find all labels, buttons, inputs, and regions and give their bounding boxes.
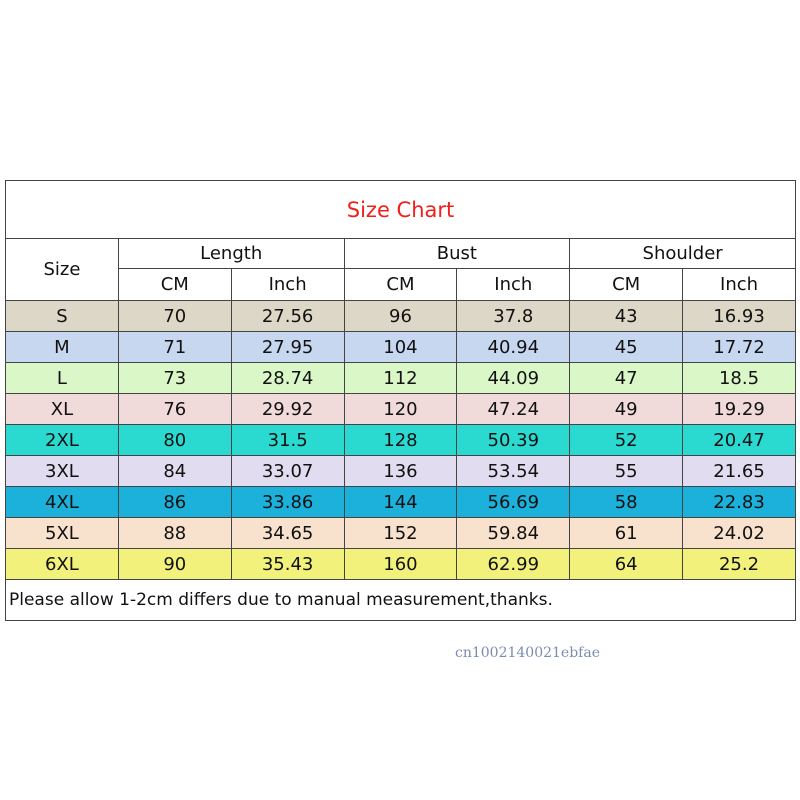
measurement: 28.74 [230,362,345,394]
measurement: 33.07 [230,455,345,487]
measurement: 31.5 [230,424,345,456]
measurement: 80 [117,424,232,456]
size-row: XL 76 29.92 120 47.24 49 19.29 [5,393,796,425]
size-row: M 71 27.95 104 40.94 45 17.72 [5,331,796,363]
measurement: 86 [117,486,232,518]
measurement: 90 [117,548,232,580]
measurement: 37.8 [456,300,571,332]
note-row: Please allow 1-2cm differs due to manual… [5,579,796,621]
measurement: 17.72 [682,331,796,363]
unit-header: CM [117,268,232,301]
table-body: Size Chart Size Length Bust Shoulder CM Inch C… [5,180,796,621]
measurement: 19.29 [682,393,796,425]
measurement: 71 [117,331,232,363]
size-label: 5XL [5,517,119,549]
measurement: 24.02 [682,517,796,549]
measurement: 112 [343,362,458,394]
watermark: cn1002140021ebfae [455,645,600,661]
unit-header: Inch [456,268,571,301]
measurement: 96 [343,300,458,332]
measurement: 56.69 [456,486,571,518]
measurement: 62.99 [456,548,571,580]
measurement: 47.24 [456,393,571,425]
measurement: 25.2 [682,548,796,580]
size-header: Size [5,238,119,301]
measurement: 44.09 [456,362,571,394]
measurement: 49 [569,393,684,425]
measurement: 152 [343,517,458,549]
measurement: 73 [117,362,232,394]
note: Please allow 1-2cm differs due to manual… [5,579,796,621]
measurement: 55 [569,455,684,487]
table-title: Size Chart [5,180,796,239]
size-table: Size Chart Size Length Bust Shoulder CM Inch C… [5,180,796,621]
size-label: M [5,331,119,363]
measurement: 104 [343,331,458,363]
size-label: 3XL [5,455,119,487]
size-label: S [5,300,119,332]
measurement: 27.56 [230,300,345,332]
measurement: 128 [343,424,458,456]
measurement: 61 [569,517,684,549]
measurement: 16.93 [682,300,796,332]
group-header: Bust [343,238,571,269]
unit-header: Inch [682,268,796,301]
title-row: Size Chart [5,180,796,239]
group-header: Length [117,238,345,269]
size-row: L 73 28.74 112 44.09 47 18.5 [5,362,796,394]
measurement: 29.92 [230,393,345,425]
measurement: 35.43 [230,548,345,580]
measurement: 84 [117,455,232,487]
measurement: 88 [117,517,232,549]
size-row: 2XL 80 31.5 128 50.39 52 20.47 [5,424,796,456]
header-row: Size Length Bust Shoulder [5,238,796,301]
measurement: 40.94 [456,331,571,363]
unit-row: CM Inch CM Inch CM Inch [6,268,796,301]
measurement: 21.65 [682,455,796,487]
size-label: 4XL [5,486,119,518]
measurement: 120 [343,393,458,425]
size-label: 6XL [5,548,119,580]
size-label: L [5,362,119,394]
measurement: 58 [569,486,684,518]
group-header: Shoulder [569,238,796,269]
size-row: 4XL 86 33.86 144 56.69 58 22.83 [5,486,796,518]
unit-header: Inch [230,268,345,301]
size-row: 6XL 90 35.43 160 62.99 64 25.2 [5,548,796,580]
measurement: 160 [343,548,458,580]
measurement: 45 [569,331,684,363]
measurement: 43 [569,300,684,332]
measurement: 70 [117,300,232,332]
unit-header: CM [569,268,684,301]
size-row: 3XL 84 33.07 136 53.54 55 21.65 [5,455,796,487]
measurement: 50.39 [456,424,571,456]
measurement: 53.54 [456,455,571,487]
measurement: 136 [343,455,458,487]
measurement: 59.84 [456,517,571,549]
measurement: 144 [343,486,458,518]
measurement: 34.65 [230,517,345,549]
measurement: 47 [569,362,684,394]
measurement: 33.86 [230,486,345,518]
measurement: 76 [117,393,232,425]
measurement: 22.83 [682,486,796,518]
size-row: 5XL 88 34.65 152 59.84 61 24.02 [5,517,796,549]
measurement: 52 [569,424,684,456]
unit-header: CM [343,268,458,301]
size-row: S 70 27.56 96 37.8 43 16.93 [5,300,796,332]
measurement: 20.47 [682,424,796,456]
size-label: 2XL [5,424,119,456]
measurement: 18.5 [682,362,796,394]
measurement: 64 [569,548,684,580]
measurement: 27.95 [230,331,345,363]
size-label: XL [5,393,119,425]
